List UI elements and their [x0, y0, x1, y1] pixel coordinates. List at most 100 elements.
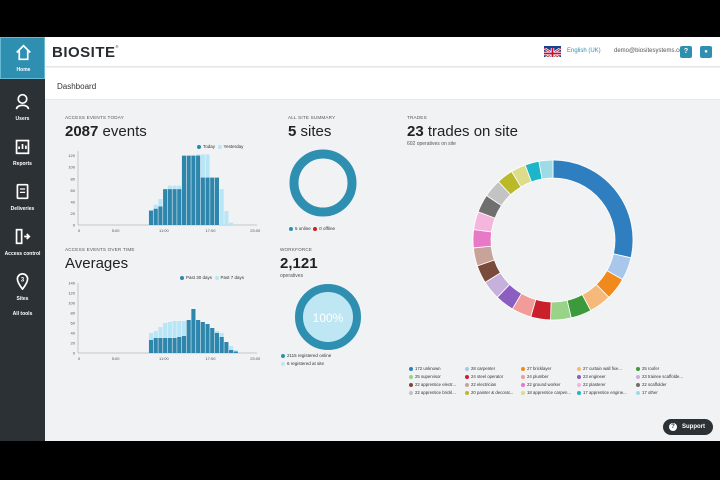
trade-legend-item[interactable]: 24 plumber: [521, 374, 549, 379]
bar-today[interactable]: [196, 155, 201, 225]
x-tick-label: 5:00: [112, 228, 121, 233]
trade-legend-item[interactable]: 25 supervisor: [409, 374, 441, 379]
y-tick-label: 80: [71, 176, 76, 181]
bar-today[interactable]: [181, 155, 187, 225]
trade-legend-item[interactable]: 22 scaffolder: [636, 382, 667, 387]
sidebar-item-users[interactable]: Users: [0, 87, 45, 129]
registered-online-dot: [281, 353, 285, 358]
trade-slice[interactable]: [552, 159, 634, 259]
trade-legend-item[interactable]: 23 trainee scaffolde...: [636, 374, 683, 379]
account-button[interactable]: ●: [700, 46, 712, 58]
trades-label: TRADES: [407, 115, 427, 120]
bar-past-30-days[interactable]: [233, 351, 238, 354]
bar-past-30-days[interactable]: [177, 337, 182, 353]
bar-past-30-days[interactable]: [214, 333, 220, 353]
sidebar-item-home[interactable]: Home: [0, 37, 45, 79]
sidebar-item-reports[interactable]: Reports: [0, 132, 45, 174]
sidebar-item-access-control[interactable]: Access control: [0, 222, 45, 264]
trade-legend-item[interactable]: 22 plasterer: [577, 382, 606, 387]
bar-past-30-days[interactable]: [163, 338, 168, 353]
bar-today[interactable]: [148, 210, 154, 225]
sidebar-item-deliveries[interactable]: Deliveries: [0, 177, 45, 219]
bar-today[interactable]: [177, 189, 182, 225]
trade-legend-item[interactable]: 17 other: [636, 390, 658, 395]
uk-flag-icon[interactable]: [544, 46, 561, 57]
trade-slice[interactable]: [550, 299, 572, 321]
bar-past-30-days[interactable]: [158, 338, 163, 353]
bar-past-7-days[interactable]: [172, 321, 177, 353]
bar-today[interactable]: [214, 177, 220, 225]
sites-unit: sites: [300, 123, 332, 140]
help-button[interactable]: ?: [680, 46, 692, 58]
top-bar: BIOSITE® English (UK) demo@biositesystem…: [45, 37, 720, 67]
trade-legend-item[interactable]: 17 apprentice engine...: [577, 390, 627, 395]
trade-slice[interactable]: [538, 159, 554, 180]
trade-legend-item[interactable]: 20 painter & decorat...: [465, 390, 513, 395]
trade-slice[interactable]: [472, 229, 492, 249]
bar-today[interactable]: [153, 208, 158, 225]
trade-legend-item[interactable]: 27 bricklayer: [521, 366, 551, 371]
offline-dot: [313, 226, 318, 231]
language-selector[interactable]: English (UK): [567, 48, 601, 54]
user-email[interactable]: demo@biositesystems.com: [614, 48, 688, 54]
access-today-chart: 0 20 40 60 80 100 120 0 5:00 11:00 17:00 23:00: [68, 151, 261, 233]
x-tick-label: 5:00: [112, 356, 121, 361]
y-tick-label: 120: [68, 153, 75, 158]
bar-past-30-days[interactable]: [153, 338, 158, 353]
trade-legend-item[interactable]: 24 steel operator: [465, 374, 503, 379]
trade-legend-item[interactable]: 27 curtain wall fixe...: [577, 366, 622, 371]
trade-legend-item[interactable]: 25 roofer: [636, 366, 659, 371]
sites-online-ring[interactable]: [289, 149, 357, 217]
bar-yesterday[interactable]: [219, 189, 224, 225]
bar-today[interactable]: [191, 155, 196, 225]
trade-legend-item[interactable]: 23 engineer: [577, 374, 606, 379]
bar-today[interactable]: [200, 177, 205, 225]
trade-legend-item[interactable]: 22 electrician: [465, 382, 496, 387]
sites-icon: 3: [16, 273, 29, 290]
sidebar-item-sites[interactable]: 3 Sites: [0, 267, 45, 309]
trade-legend-item[interactable]: 172 unknown: [409, 366, 441, 371]
trade-legend-item[interactable]: 22 apprentice brickl...: [409, 390, 456, 395]
bar-today[interactable]: [186, 155, 191, 225]
trade-legend-dot: [636, 382, 640, 387]
bar-past-30-days[interactable]: [205, 324, 210, 353]
support-button[interactable]: ? Support: [663, 419, 713, 435]
legend-30-days: Past 30 days: [186, 275, 213, 280]
bar-yesterday[interactable]: [229, 222, 234, 225]
bar-past-30-days[interactable]: [181, 336, 187, 353]
trade-legend-item[interactable]: 22 apprentice electr...: [409, 382, 456, 387]
bar-past-30-days[interactable]: [167, 338, 172, 353]
sites-online: 5 online: [295, 226, 311, 231]
bar-past-30-days[interactable]: [224, 342, 229, 353]
bar-today[interactable]: [210, 177, 215, 225]
bar-past-30-days[interactable]: [191, 309, 196, 353]
trade-legend-item[interactable]: 28 carpenter: [465, 366, 495, 371]
trade-legend-label: 25 roofer: [642, 366, 660, 371]
bar-yesterday[interactable]: [224, 211, 229, 225]
site-summary-total: 5 sites: [288, 123, 331, 140]
bar-today[interactable]: [172, 189, 177, 225]
y-tick-label: 120: [68, 291, 75, 296]
sidebar-item-all-tools[interactable]: All tools: [0, 299, 45, 341]
trade-legend-label: 22 electrician: [471, 382, 497, 387]
bar-today[interactable]: [158, 206, 163, 226]
trade-legend-item[interactable]: 22 ground worker: [521, 382, 560, 387]
brand-logo[interactable]: BIOSITE®: [52, 44, 119, 61]
bar-past-30-days[interactable]: [219, 337, 224, 353]
bar-past-30-days[interactable]: [229, 350, 234, 353]
bar-today[interactable]: [163, 189, 168, 225]
bar-past-30-days[interactable]: [210, 328, 215, 353]
y-tick-label: 0: [73, 223, 76, 228]
bar-today[interactable]: [167, 189, 172, 225]
bar-past-30-days[interactable]: [196, 320, 201, 353]
workforce-ring[interactable]: [295, 284, 361, 350]
trade-legend-item[interactable]: 18 apprentice carpen...: [521, 390, 571, 395]
bar-past-30-days[interactable]: [172, 338, 177, 353]
bar-past-30-days[interactable]: [186, 320, 191, 353]
bar-past-30-days[interactable]: [200, 322, 205, 353]
bar-past-7-days[interactable]: [167, 322, 172, 353]
bar-past-7-days[interactable]: [229, 346, 234, 353]
bar-today[interactable]: [205, 177, 210, 225]
bar-past-30-days[interactable]: [148, 340, 154, 353]
sidebar-item-label: All tools: [12, 311, 33, 317]
